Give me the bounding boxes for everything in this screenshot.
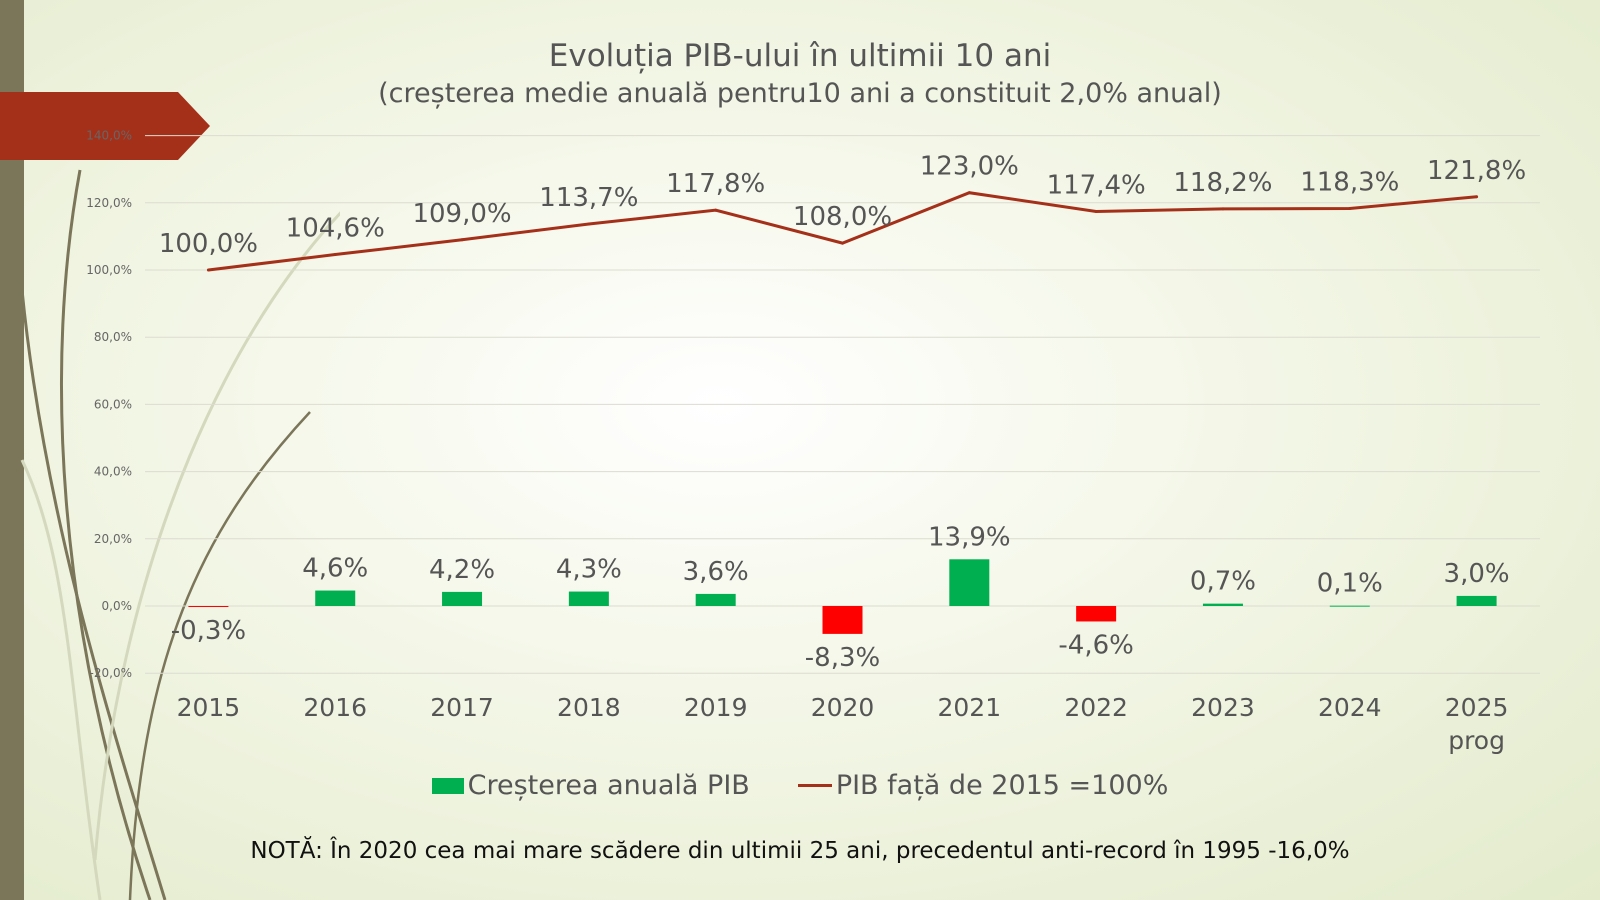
chart-subtitle: (creșterea medie anuală pentru10 ani a c… (378, 78, 1222, 109)
y-axis-ticks: -20,0% 0,0% 20,0% 40,0% 60,0% 80,0% 100,0% 120,… (86, 129, 132, 681)
bar (822, 606, 863, 634)
legend-item-bars: Creșterea anuală PIB (431, 770, 750, 801)
x-tick-label: 2021 (938, 693, 1002, 722)
line-point (333, 253, 337, 257)
y-tick-label: -20,0% (90, 666, 132, 680)
bar-data-label: -4,6% (1058, 630, 1133, 660)
x-tick-label: 2017 (430, 693, 494, 722)
y-tick-label: 40,0% (94, 465, 132, 479)
x-tick-label: 2025 prog (1445, 693, 1509, 755)
line-data-label: 100,0% (159, 229, 258, 259)
line-point (1221, 207, 1225, 211)
bar-data-label: 0,7% (1190, 567, 1256, 597)
line-data-label: 118,2% (1173, 168, 1272, 198)
line-point (587, 222, 591, 226)
x-tick-label: 2024 (1318, 693, 1382, 722)
bar (1456, 595, 1497, 606)
line-data-label: 109,0% (412, 199, 511, 229)
line-data-label: 117,8% (666, 169, 765, 199)
bar (1329, 605, 1370, 607)
bar-data-label: 3,0% (1444, 559, 1510, 589)
chart-title-block: Evoluția PIB-ului în ultimii 10 ani (cre… (0, 36, 1600, 112)
x-axis-ticks: 2015 2016 2017 2018 2019 2020 2021 2022 2023 2024… (177, 693, 1509, 755)
chart-legend: Creșterea anuală PIB PIB față de 2015 =1… (0, 770, 1600, 801)
line-data-label: 121,8% (1427, 156, 1526, 186)
line-data-label: 113,7% (539, 183, 638, 213)
bar-data-label: 13,9% (928, 522, 1011, 552)
line-data-label: 117,4% (1047, 171, 1146, 201)
x-tick-label: 2023 (1191, 693, 1255, 722)
bar (695, 593, 736, 606)
y-tick-label: 120,0% (86, 196, 132, 210)
bar-data-label: 4,3% (556, 555, 622, 585)
line-data-label: 104,6% (286, 214, 385, 244)
y-tick-label: 100,0% (86, 263, 132, 277)
bar-data-label: 4,6% (302, 554, 368, 584)
legend-bars-label: Creșterea anuală PIB (467, 770, 750, 801)
bar-data-label: 0,1% (1317, 569, 1383, 599)
bar (1202, 603, 1243, 606)
chart-note: NOTĂ: În 2020 cea mai mare scădere din u… (250, 838, 1350, 864)
line-point (206, 268, 210, 272)
legend-line-swatch (797, 784, 832, 787)
line-point (1348, 207, 1352, 211)
line-point (714, 208, 718, 212)
y-tick-label: 80,0% (94, 330, 132, 344)
x-tick-label: 2020 (811, 693, 875, 722)
x-tick-label: 2016 (303, 693, 367, 722)
data-labels: -0,3% 4,6% 4,2% 4,3% 3,6% -8,3% 13,9% -4,6% 0,7%… (159, 152, 1526, 673)
line-point (967, 191, 971, 195)
line-data-label: 118,3% (1300, 168, 1399, 198)
bar-data-label: -0,3% (171, 616, 246, 646)
bar-data-label: 4,2% (429, 555, 495, 585)
bar (442, 591, 483, 606)
line-point (841, 241, 844, 245)
y-tick-label: 60,0% (94, 397, 132, 411)
line-data-label: 123,0% (920, 152, 1019, 182)
bar (1076, 606, 1117, 622)
bar-data-label: 3,6% (683, 557, 749, 587)
bar (949, 559, 990, 606)
y-tick-label: 140,0% (86, 129, 132, 143)
x-tick-label: 2018 (557, 693, 621, 722)
bar (315, 590, 356, 606)
gridlines (145, 135, 1540, 674)
y-tick-label: 20,0% (94, 532, 132, 546)
y-tick-label: 0,0% (102, 599, 133, 613)
bar-data-label: -8,3% (805, 643, 880, 673)
line-point (1094, 210, 1098, 214)
line-data-label: 108,0% (793, 202, 892, 232)
bar (568, 591, 609, 606)
chart-title: Evoluția PIB-ului în ultimii 10 ani (548, 38, 1052, 74)
x-tick-label: 2022 (1064, 693, 1128, 722)
decorative-curves (20, 169, 340, 900)
line-series (206, 191, 1479, 272)
bars (188, 559, 1497, 634)
x-tick-label: 2019 (684, 693, 748, 722)
accent-arrow-tab (0, 92, 210, 160)
line-point (1475, 195, 1479, 199)
legend-item-line: PIB față de 2015 =100% (797, 770, 1169, 801)
x-tick-label: 2015 (177, 693, 241, 722)
line-point (460, 238, 464, 242)
legend-line-label: PIB față de 2015 =100% (835, 770, 1169, 801)
legend-bar-swatch (431, 777, 464, 794)
bar (188, 606, 229, 608)
